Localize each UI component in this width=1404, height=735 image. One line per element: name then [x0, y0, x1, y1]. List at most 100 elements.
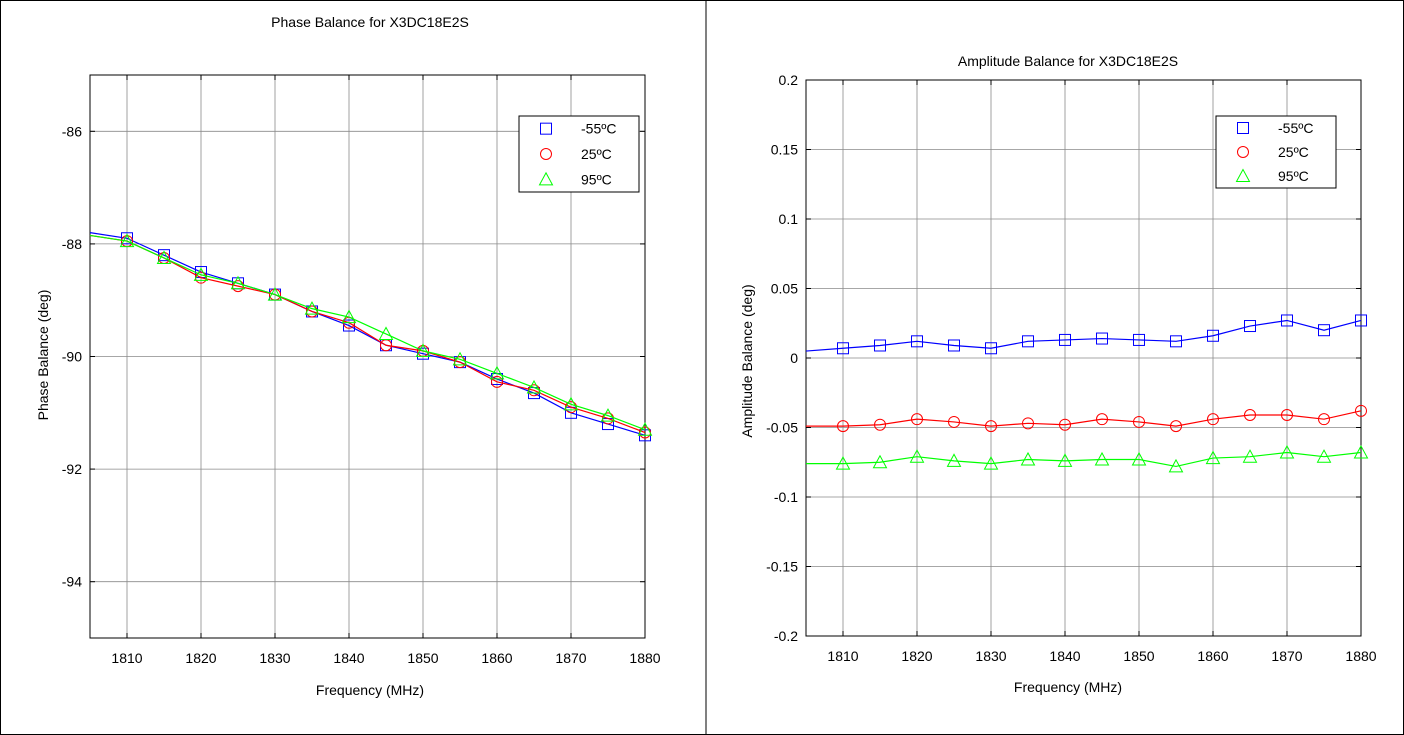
- chart-title: Amplitude Balance for X3DC18E2S: [958, 53, 1178, 69]
- data-point: [156, 250, 172, 264]
- y-tick-label: 0.1: [779, 211, 799, 227]
- legend-label: 25ºC: [1278, 144, 1309, 160]
- data-point: [983, 456, 999, 470]
- y-tick-label: 0.15: [771, 142, 798, 158]
- legend-box: [1215, 115, 1337, 189]
- x-tick-label: 1870: [1271, 648, 1302, 664]
- data-point: [1096, 332, 1108, 345]
- legend-marker: [538, 171, 554, 186]
- data-point: [985, 342, 997, 355]
- x-tick-label: 1850: [1123, 648, 1154, 664]
- y-tick-label: -92: [62, 461, 82, 477]
- data-point: [1057, 453, 1073, 467]
- data-point: [378, 326, 394, 340]
- data-point: [948, 339, 960, 352]
- data-point: [1279, 444, 1295, 459]
- x-tick-label: 1840: [333, 650, 364, 666]
- data-point: [1170, 335, 1182, 348]
- data-point: [1316, 449, 1332, 463]
- phase-balance-chart: Phase Balance for X3DC18E2S 1810 1820 1830…: [35, 14, 661, 698]
- legend-marker: [1235, 168, 1251, 182]
- data-point: [835, 456, 851, 470]
- series-line: [805, 319, 1362, 352]
- y-tick-label: 0.05: [771, 281, 798, 297]
- x-tick-label: 1870: [555, 650, 586, 666]
- data-point: [267, 287, 283, 301]
- data-point: [1020, 451, 1036, 466]
- data-point: [911, 335, 923, 348]
- data-point: [1022, 335, 1034, 348]
- data-point: [872, 454, 888, 469]
- legend-marker: [1237, 146, 1249, 158]
- legend-label: -55ºC: [581, 121, 616, 137]
- data-point: [1281, 314, 1293, 327]
- legend: -55ºC 25ºC 95ºC: [518, 115, 640, 193]
- data-point: [489, 365, 505, 380]
- legend-label: 25ºC: [581, 146, 612, 162]
- data-point: [563, 396, 579, 411]
- legend: -55ºC 25ºC 95ºC: [1215, 115, 1337, 189]
- y-tick-label: -90: [62, 349, 82, 365]
- y-tick-label: -0.2: [774, 628, 798, 644]
- data-point: [1207, 329, 1219, 342]
- x-tick-label: 1830: [259, 650, 290, 666]
- x-tick-label: 1810: [827, 648, 858, 664]
- y-tick-label: -88: [62, 236, 82, 252]
- data-point: [1205, 450, 1221, 465]
- x-tick-label: 1860: [1197, 648, 1228, 664]
- data-point: [1353, 444, 1369, 459]
- legend-label: 95ºC: [1278, 168, 1309, 184]
- series-line: [89, 234, 646, 431]
- data-point: [600, 408, 616, 422]
- y-tick-label: -0.05: [766, 420, 798, 436]
- x-tick-label: 1820: [901, 648, 932, 664]
- data-point: [1318, 413, 1330, 426]
- data-point: [946, 453, 962, 467]
- data-point: [1318, 324, 1330, 337]
- data-point: [415, 343, 431, 357]
- data-point: [874, 418, 886, 431]
- y-tick-label: 0: [790, 350, 798, 366]
- x-tick-label: 1850: [407, 650, 438, 666]
- y-tick-label: -0.15: [766, 559, 798, 575]
- data-point: [985, 420, 997, 433]
- chart-title: Phase Balance for X3DC18E2S: [271, 14, 469, 30]
- y-axis-label: Amplitude Balance (deg): [739, 284, 755, 437]
- y-tick-label: -0.1: [774, 489, 798, 505]
- data-point: [874, 339, 886, 352]
- x-tick-label: 1880: [1345, 648, 1376, 664]
- x-tick-label: 1820: [185, 650, 216, 666]
- legend-box: [518, 115, 640, 193]
- data-point: [1244, 320, 1256, 333]
- data-point: [491, 375, 503, 388]
- axis-ticks: 1810 1820 1830 1840 1850 1860 1870 1880 -0.2 -0.1…: [766, 72, 1377, 664]
- data-point: [1133, 415, 1145, 428]
- data-point: [121, 232, 133, 245]
- x-tick-label: 1840: [1049, 648, 1080, 664]
- data-point: [1022, 417, 1034, 430]
- series-line: [806, 410, 1362, 427]
- data-point: [452, 351, 468, 366]
- data-point: [1355, 404, 1367, 417]
- data-point: [911, 413, 923, 426]
- data-point: [1096, 413, 1108, 426]
- amplitude-balance-chart: Amplitude Balance for X3DC18E2S 1810 1820…: [739, 53, 1377, 695]
- series-group: [805, 314, 1369, 473]
- legend-label: 95ºC: [581, 171, 612, 187]
- legend-marker: [1237, 122, 1249, 134]
- series-group: [89, 232, 653, 442]
- data-point: [1094, 451, 1110, 466]
- data-point: [1133, 333, 1145, 346]
- data-point: [1168, 458, 1184, 473]
- data-point: [1170, 420, 1182, 433]
- series-line: [806, 451, 1362, 468]
- legend-marker: [540, 148, 552, 160]
- data-point: [304, 301, 320, 315]
- series-line: [89, 234, 646, 434]
- x-axis-label: Frequency (MHz): [1014, 679, 1122, 695]
- axis-ticks: 1810 1820 1830 1840 1850 1860 1870 1880 -94 -92 -9…: [62, 75, 661, 666]
- data-point: [1242, 449, 1258, 463]
- data-point: [637, 422, 653, 436]
- y-tick-label: 0.2: [779, 72, 799, 88]
